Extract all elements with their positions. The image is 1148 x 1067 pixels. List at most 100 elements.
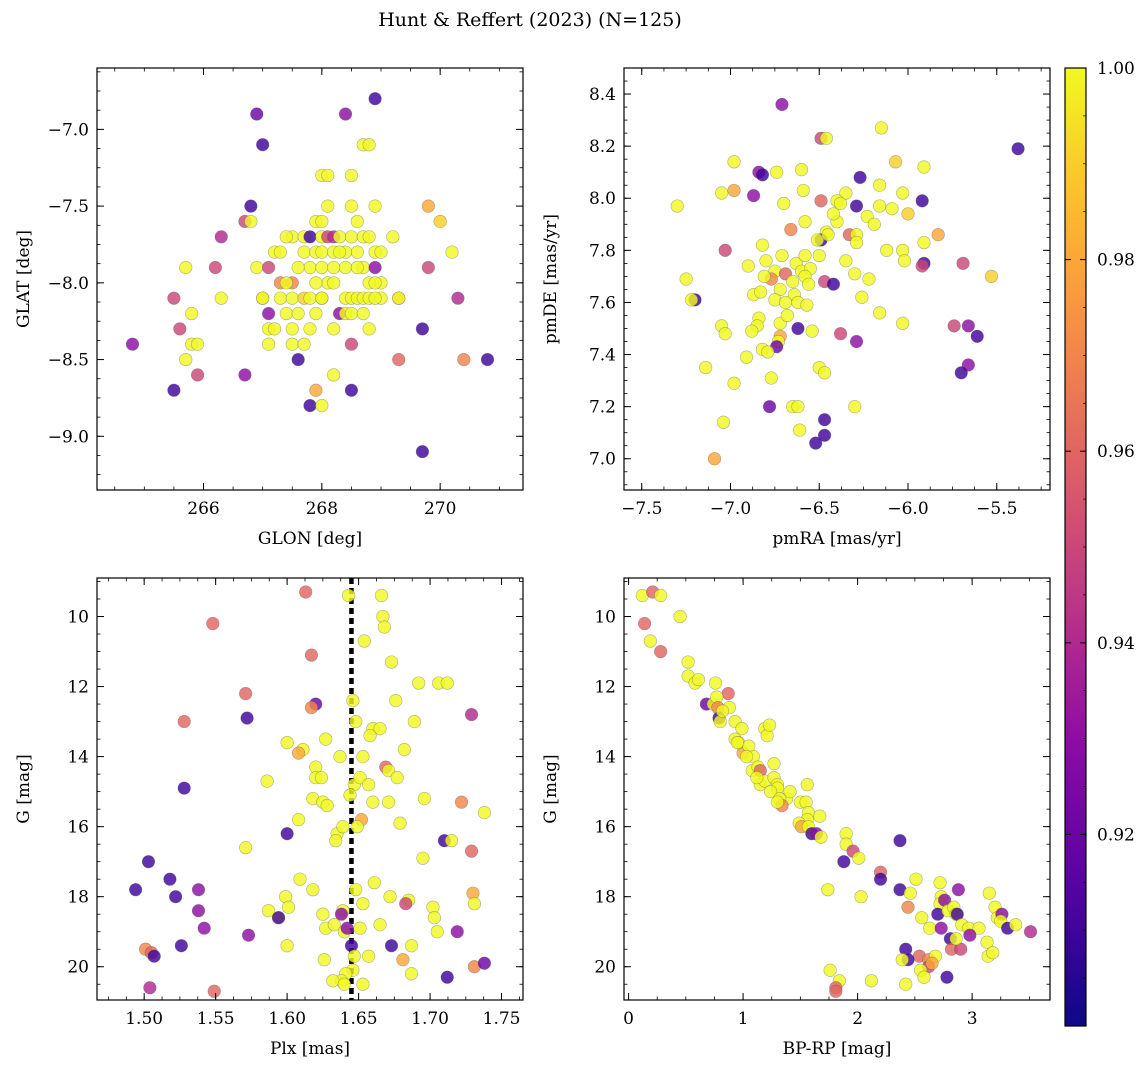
scatter-point [893,834,907,848]
scatter-point [872,306,887,320]
axes-frame [96,67,524,491]
scatter-point [362,138,376,152]
scatter-point [362,230,376,244]
scatter-point [793,423,807,437]
scatter-point [327,260,341,275]
panel-sky: 266 268 270 −7.0 −7.5 −8.0 −8.5 −9.0 GLON [deg] G… [14,67,524,549]
panel-pm: −7.5 −7.0 −6.5 −6.0 −5.5 7.0 7.2 7.4 7.6 7.8 8.0 8.… [541,67,1051,549]
scatter-point [336,820,350,834]
scatter-point [206,616,220,631]
scatter-point [350,245,364,259]
scatter-point [173,322,187,336]
scatter-point [404,967,419,981]
scatter-point [260,774,274,788]
scatter-point [786,275,800,289]
scatter-point [761,345,775,359]
scatter-point [392,352,406,367]
scatter-point [368,92,382,106]
scatter-point [383,890,397,904]
scatter-point [267,322,282,336]
axes-frame [96,577,524,1001]
scatter-point [917,160,931,174]
scatter-point [327,918,341,932]
scatter-point [986,946,1000,960]
scatter-point [421,260,435,275]
scatter-point [896,186,910,200]
scatter-point [880,243,894,257]
scatter-point [309,276,323,290]
scatter-point [356,977,370,991]
scatter-point [654,644,668,659]
x-tick-label: 2 [852,1009,863,1029]
scatter-point [767,757,781,771]
scatter-point [896,316,910,330]
scatter-point [291,746,306,760]
scatter-point [163,872,177,886]
panels: 266 268 270 −7.0 −7.5 −8.0 −8.5 −9.0 GLON [deg] G… [14,67,1051,1059]
scatter-point [261,904,276,918]
scatter-point [208,260,222,275]
scatter-point [382,764,396,778]
scatter-point [356,897,370,911]
scatter-point [397,743,411,757]
scatter-point [730,735,744,750]
scatter-point [240,711,254,725]
scatter-point [356,750,370,764]
scatter-point [326,974,340,988]
scatter-point [366,795,380,809]
scatter-point [340,921,354,935]
y-tick-label: −8.5 [48,351,89,371]
scatter-point [839,254,853,268]
scatter-point [949,932,963,946]
scatter-point [1011,142,1025,156]
scatter-point [353,771,367,785]
x-tick-label: −6.0 [887,499,928,519]
scatter-point [951,883,965,897]
scatter-point [374,588,389,603]
colorbar-tick-label: 1.00 [1097,59,1135,79]
scatter-point [357,634,371,648]
scatter-point [368,276,382,290]
scatter-point [416,851,430,865]
scatter-point [980,935,994,949]
scatter-point [315,260,329,275]
scatter-point [849,235,864,250]
scatter-point [207,984,221,998]
scatter-point [256,138,270,152]
scatter-point [350,214,364,229]
scatter-point [303,260,317,275]
scatter-point [261,306,276,321]
scatter-point [895,953,909,967]
scatter-point [679,272,693,286]
x-axis-label: GLON [deg] [258,529,362,549]
scatter-point [746,189,761,203]
y-axis-label: G [mag] [14,754,34,823]
scatter-point [934,921,948,935]
scatter-point [143,981,157,995]
y-tick-label: 20 [67,958,89,978]
scatter-point [940,970,954,984]
scatter-point [444,834,459,848]
y-tick-label: 7.4 [589,346,616,366]
scatter-point [280,939,294,953]
scatter-point [791,400,805,414]
scatter-point [915,194,929,208]
y-tick-label: 7.0 [589,450,616,470]
scatter-point [821,883,835,897]
scatter-point [303,399,317,413]
scatter-point [849,334,864,349]
scatter-point [923,921,937,935]
scatter-point [794,162,809,177]
scatter-point [885,202,899,216]
scatter-point [244,214,258,229]
scatter-point [362,778,376,792]
scatter-point [315,399,329,413]
scatter-point [684,293,699,307]
scatter-point [190,368,205,382]
scatter-point [177,714,191,729]
scatter-point [727,183,741,198]
scatter-point [718,327,732,341]
scatter-point [285,337,299,351]
scatter-point [362,949,376,963]
